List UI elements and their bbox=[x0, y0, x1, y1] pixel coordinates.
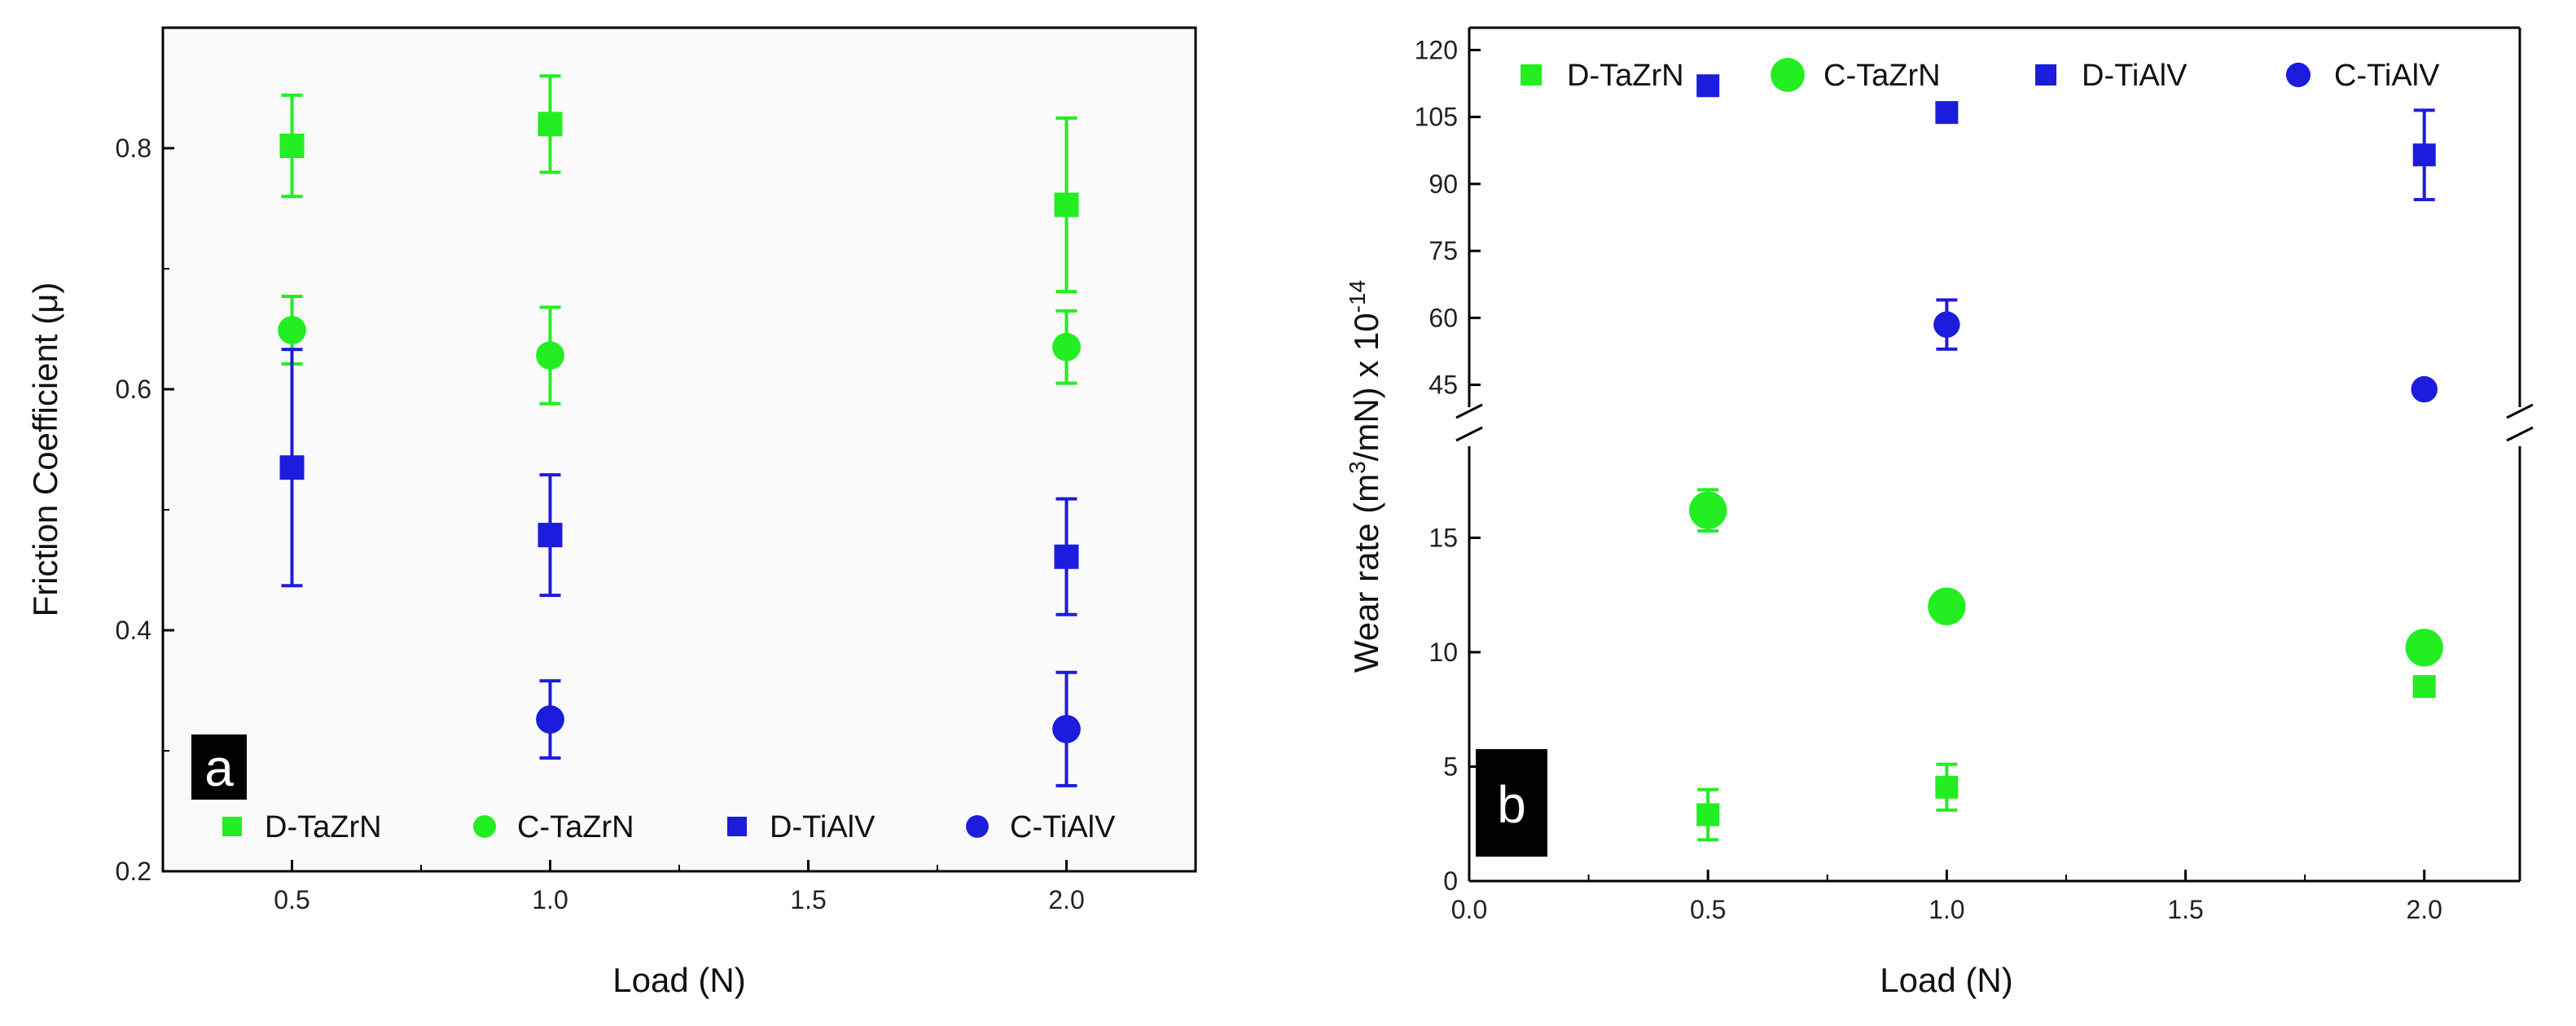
panel-b-point-c-tazrn bbox=[1688, 491, 1727, 529]
panel-b-y-title-part1: Wear rate (m bbox=[1347, 474, 1385, 673]
panel-b-label-box bbox=[1476, 749, 1547, 857]
panel-b-upper-y-tick-label: 60 bbox=[1428, 303, 1458, 332]
panel-b-point-d-tialv bbox=[1696, 74, 1720, 98]
panel-a-x-tick-label: 1.5 bbox=[790, 885, 826, 914]
legend-marker-c-tialv bbox=[2285, 62, 2311, 88]
panel-a-point-d-tazrn bbox=[279, 134, 305, 159]
panel-b-point-d-tialv bbox=[1935, 101, 1959, 125]
panel-b-axis-break-mark bbox=[1455, 426, 1483, 442]
legend-label-c-tialv: C-TiAlV bbox=[2334, 59, 2440, 93]
panel-b-upper-y-tick-label: 105 bbox=[1415, 103, 1458, 132]
panel-a-legend: D-TaZrN C-TaZrN D-TiAlV C-TiAlV bbox=[222, 810, 1116, 844]
panel-b-marks bbox=[1688, 74, 2443, 842]
panel-a-point-d-tialv bbox=[279, 455, 305, 480]
legend-label-c-tialv: C-TiAlV bbox=[1010, 810, 1116, 844]
panel-a-point-c-tazrn bbox=[1052, 332, 1081, 362]
legend-label-c-tazrn: C-TaZrN bbox=[1823, 59, 1941, 93]
panel-a-x-axis-title: Load (N) bbox=[612, 961, 745, 999]
panel-a-y-tick-label: 0.8 bbox=[116, 134, 151, 163]
panel-b-axis-break-mark bbox=[2506, 403, 2534, 419]
panel-b-x-tick-label: 1.5 bbox=[2167, 895, 2203, 924]
panel-b-lower-y-tick-label: 10 bbox=[1428, 638, 1458, 667]
panel-b-x-tick-label: 0.0 bbox=[1451, 895, 1487, 924]
panel-a-point-c-tazrn bbox=[536, 341, 564, 370]
panel-b-upper-y-tick-label: 45 bbox=[1428, 370, 1458, 400]
panel-a-point-d-tialv bbox=[538, 523, 563, 548]
panel-b-label: b bbox=[1497, 775, 1526, 834]
panel-b: 0.0 0.5 1.0 1.5 2.0 0 5 10 15 45 60 75 90 105 120 b D-… bbox=[1345, 26, 2534, 999]
panel-b-point-d-tazrn bbox=[1935, 775, 1959, 799]
panel-a-y-tick-label: 0.2 bbox=[116, 857, 151, 886]
panel-a-point-c-tialv bbox=[536, 705, 564, 734]
panel-a-x-tick-label: 1.0 bbox=[532, 885, 568, 914]
panel-a-plot-background bbox=[163, 28, 1196, 871]
panel-b-upper-y-tick-label: 90 bbox=[1428, 169, 1458, 199]
legend-marker-c-tialv bbox=[966, 815, 989, 838]
panel-a-y-tick-label: 0.6 bbox=[116, 375, 151, 404]
panel-b-y-title-sup2: -14 bbox=[1345, 280, 1370, 313]
panel-a-x-tick-label: 0.5 bbox=[274, 885, 309, 914]
panel-a-point-c-tialv bbox=[1052, 714, 1081, 743]
panel-b-lower-y-tick-label: 15 bbox=[1428, 523, 1458, 552]
panel-a-frame bbox=[161, 26, 1197, 873]
panel-b-x-axis-title: Load (N) bbox=[1880, 961, 2012, 999]
legend-label-d-tialv: D-TiAlV bbox=[770, 810, 875, 844]
panel-b-axis-break-mark bbox=[1455, 403, 1483, 419]
panel-b-axis-break-mark bbox=[2506, 426, 2534, 442]
legend-label-d-tazrn: D-TaZrN bbox=[265, 810, 382, 844]
panel-a-y-axis-title: Friction Coefficient (μ) bbox=[26, 283, 64, 617]
panel-b-point-c-tazrn bbox=[1928, 587, 1966, 625]
panel-a-point-d-tazrn bbox=[538, 112, 563, 137]
legend-marker-d-tialv bbox=[2035, 64, 2056, 86]
panel-b-x-tick-label: 2.0 bbox=[2406, 895, 2442, 924]
panel-b-point-c-tialv bbox=[1933, 311, 1960, 338]
panel-b-y-axis-title: Wear rate (m3/mN) x 10-14 bbox=[1345, 280, 1385, 673]
panel-b-x-tick-label: 0.5 bbox=[1690, 895, 1726, 924]
panel-a-ticks: 0.5 1.0 1.5 2.0 0.2 0.4 0.6 0.8 bbox=[116, 134, 1085, 914]
panel-b-ticks: 0.0 0.5 1.0 1.5 2.0 0 5 10 15 45 60 75 90 105 120 bbox=[1415, 35, 2442, 924]
legend-label-d-tazrn: D-TaZrN bbox=[1567, 59, 1684, 93]
panel-a-label-box bbox=[191, 734, 247, 800]
legend-marker-c-tazrn bbox=[1771, 58, 1805, 92]
panel-b-y-title-sup1: 3 bbox=[1345, 461, 1370, 474]
panel-a-marks bbox=[278, 74, 1081, 787]
legend-marker-c-tazrn bbox=[473, 815, 496, 838]
panel-b-point-c-tazrn bbox=[2405, 629, 2443, 667]
legend-marker-d-tazrn bbox=[222, 817, 242, 836]
panel-b-point-d-tazrn bbox=[2412, 675, 2436, 699]
panel-a: 0.5 1.0 1.5 2.0 0.2 0.4 0.6 0.8 a D-TaZrN C-TaZr… bbox=[26, 26, 1197, 999]
panel-a-point-d-tialv bbox=[1054, 544, 1079, 569]
legend-marker-d-tialv bbox=[727, 817, 747, 836]
panel-b-frame bbox=[1455, 26, 2534, 883]
panel-b-lower-y-tick-label: 0 bbox=[1443, 866, 1458, 896]
legend-marker-d-tazrn bbox=[1521, 64, 1542, 86]
panel-b-lower-y-tick-label: 5 bbox=[1443, 752, 1458, 781]
panel-b-y-title-part2: /mN) x 10 bbox=[1347, 313, 1385, 461]
legend-label-d-tialv: D-TiAlV bbox=[2082, 59, 2188, 93]
panel-b-upper-y-tick-label: 120 bbox=[1415, 35, 1458, 64]
panel-b-point-c-tialv bbox=[2411, 375, 2438, 403]
panel-b-upper-y-tick-label: 75 bbox=[1428, 236, 1458, 265]
panel-a-point-c-tazrn bbox=[278, 316, 306, 344]
panel-b-point-d-tialv bbox=[2412, 143, 2436, 167]
panel-a-point-d-tazrn bbox=[1054, 192, 1079, 217]
panel-b-legend: D-TaZrN C-TaZrN D-TiAlV C-TiAlV bbox=[1521, 58, 2440, 93]
panel-a-x-tick-label: 2.0 bbox=[1048, 885, 1084, 914]
panel-a-y-tick-label: 0.4 bbox=[116, 616, 151, 645]
legend-label-c-tazrn: C-TaZrN bbox=[517, 810, 634, 844]
panel-a-label: a bbox=[204, 739, 234, 797]
panel-b-point-d-tazrn bbox=[1696, 803, 1720, 826]
panel-b-x-tick-label: 1.0 bbox=[1929, 895, 1964, 924]
